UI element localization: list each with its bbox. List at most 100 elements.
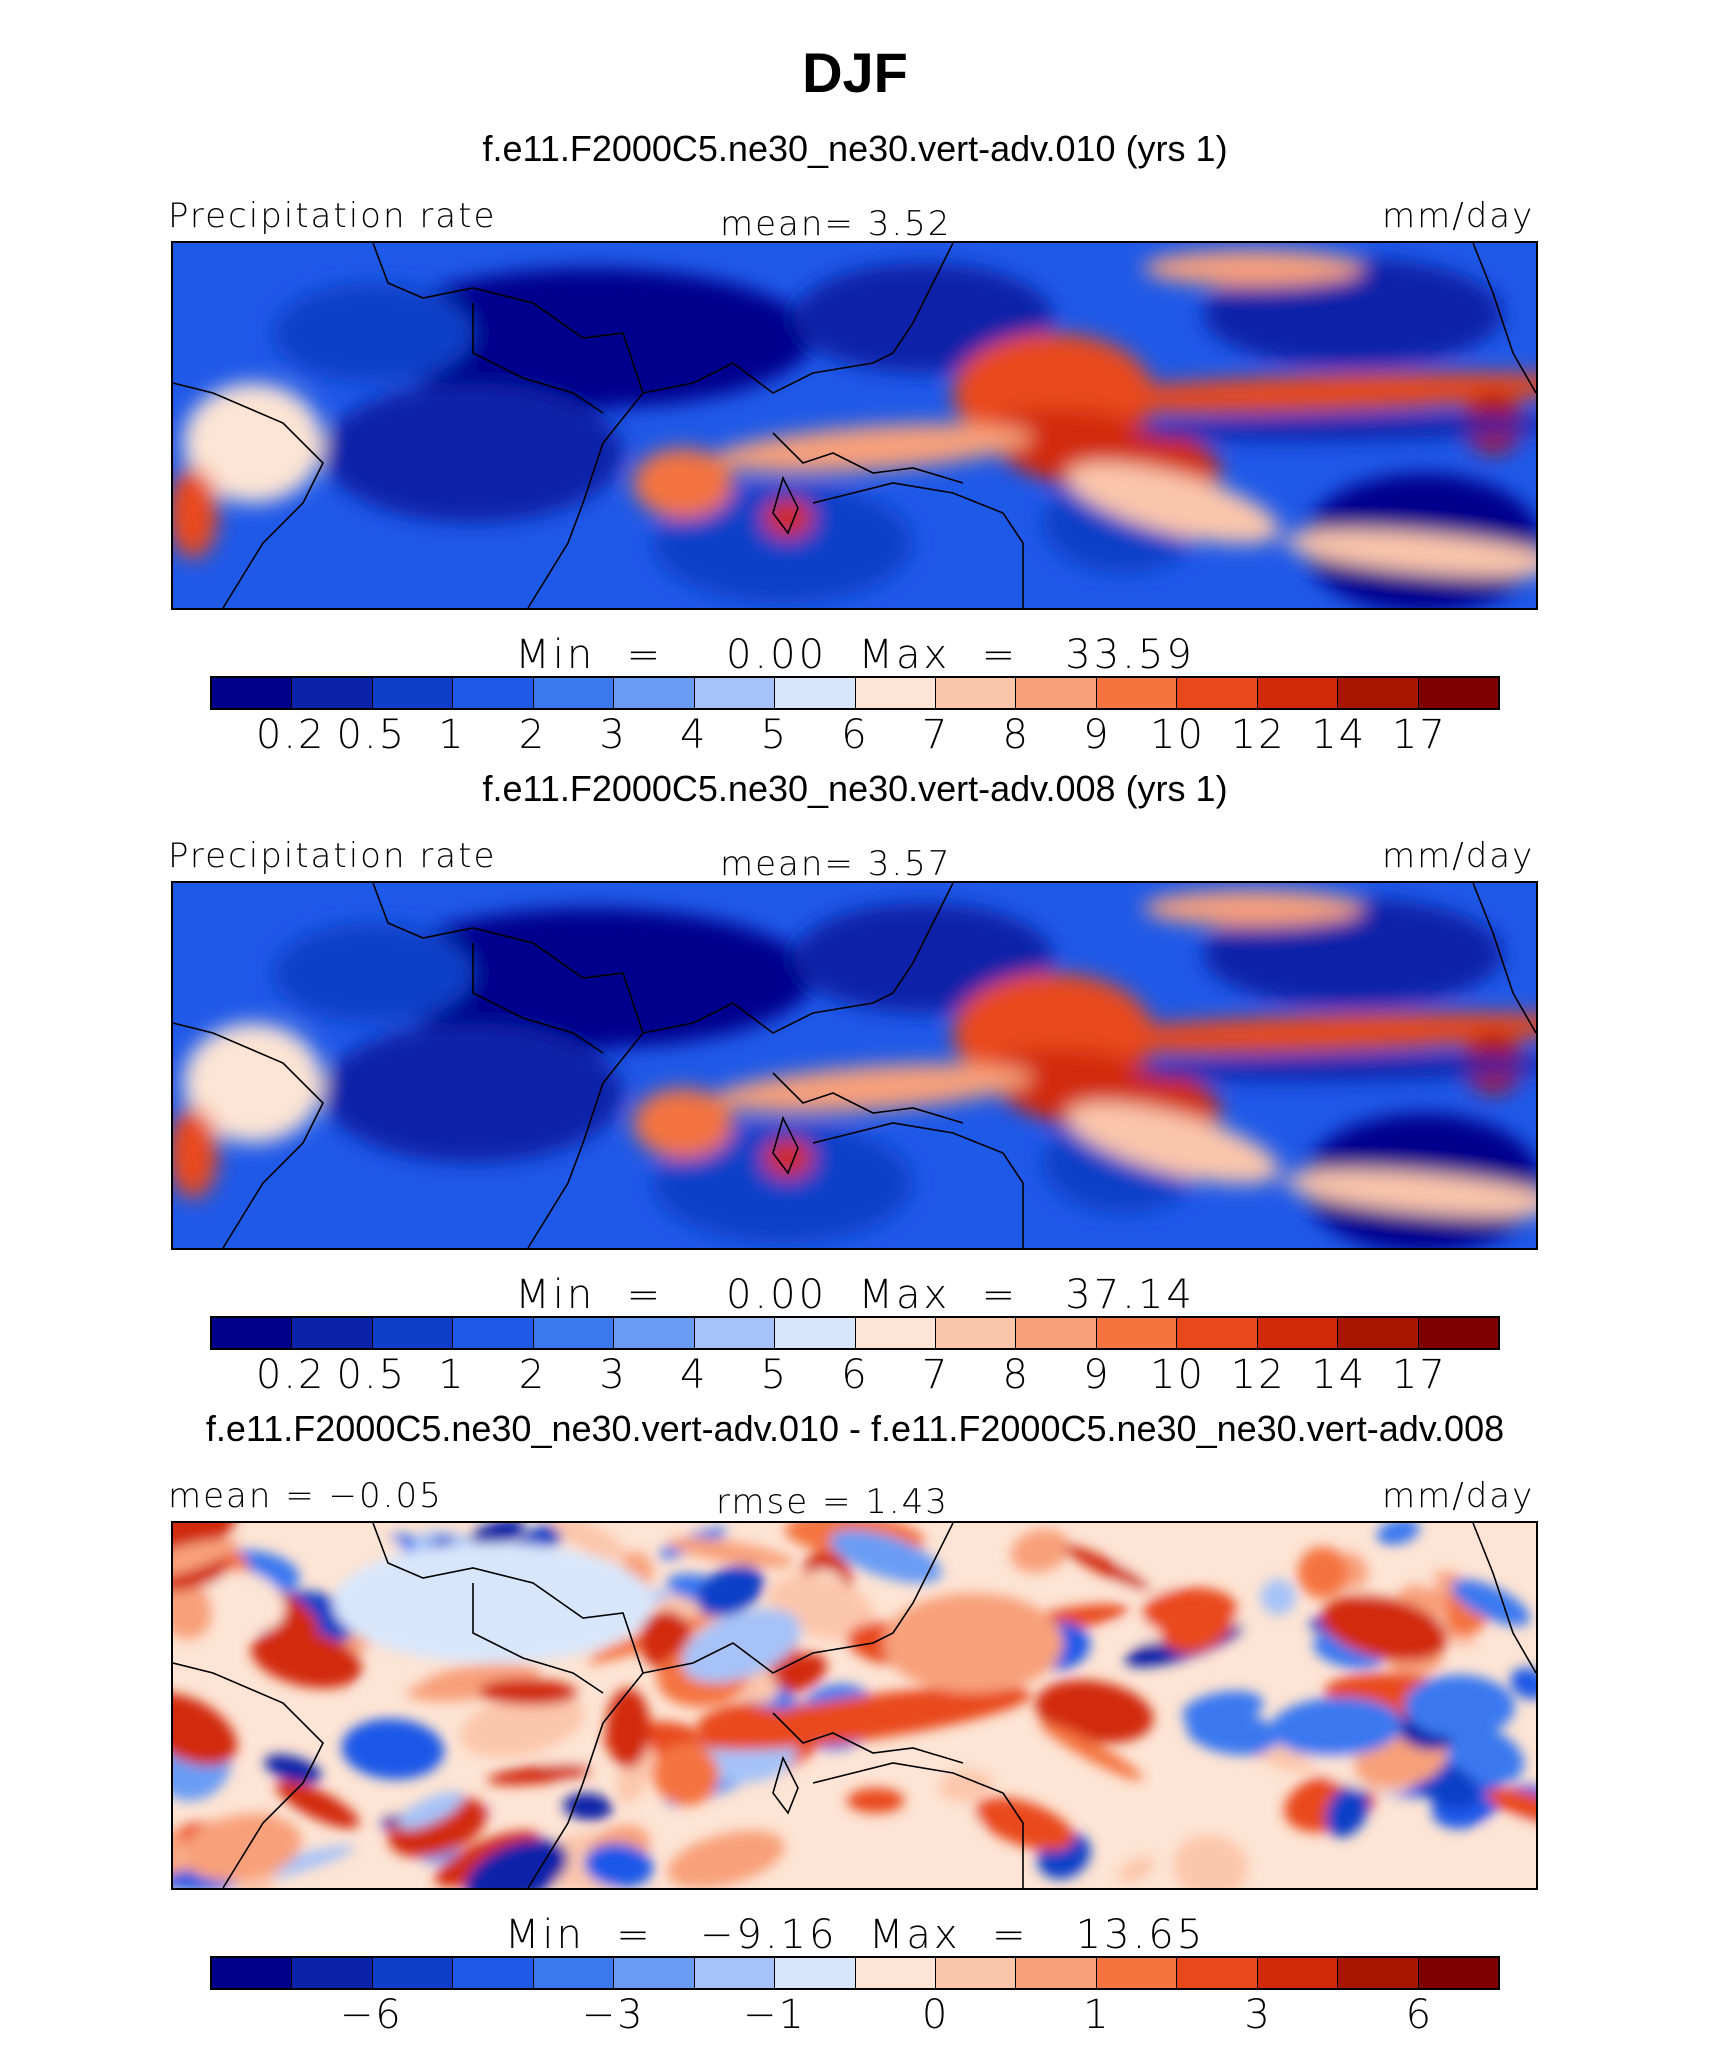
colorbar-swatch bbox=[453, 678, 534, 708]
colorbar-tick-label: 1 bbox=[438, 712, 466, 758]
colorbar-swatch bbox=[1338, 678, 1419, 708]
panel-1-variable-label: Precipitation rate bbox=[168, 196, 497, 236]
colorbar-swatch bbox=[372, 1318, 454, 1348]
colorbar-swatch bbox=[855, 1958, 936, 1988]
colorbar-swatch bbox=[1096, 1958, 1178, 1988]
colorbar-swatch bbox=[775, 1958, 856, 1988]
colorbar-tick-label: 5 bbox=[760, 1352, 789, 1398]
colorbar-swatch bbox=[694, 1318, 776, 1348]
colorbar-tick-label: 6 bbox=[841, 712, 869, 758]
panel-3-colorbar-ticks: −6 −3 −1 0 1 3 6 bbox=[210, 1992, 1500, 2042]
panel-3-mean-label: mean = −0.05 bbox=[168, 1476, 443, 1516]
coastline bbox=[772, 1712, 964, 1764]
colorbar-tick-label: 10 bbox=[1150, 712, 1205, 758]
colorbar-tick-label: 2 bbox=[518, 712, 547, 758]
panel-3-units-label: mm/day bbox=[1382, 1476, 1535, 1516]
colorbar-swatch bbox=[775, 678, 856, 708]
colorbar-swatch bbox=[453, 1958, 534, 1988]
colorbar-tick-label: 0.5 bbox=[336, 1352, 407, 1398]
colorbar-tick-label: −1 bbox=[742, 1992, 806, 2038]
colorbar-tick-label: −6 bbox=[339, 1992, 403, 2038]
panel-2-minmax: Min = 0.00 Max = 37.14 bbox=[515, 1272, 1195, 1318]
coastline bbox=[372, 1523, 644, 1888]
colorbar-swatch bbox=[1338, 1318, 1419, 1348]
colorbar-tick-label: 8 bbox=[1002, 1352, 1030, 1398]
panel-3-rmse-label: rmse = 1.43 bbox=[716, 1482, 949, 1522]
precipitation-field bbox=[173, 883, 1536, 1248]
panel-1-case-title: f.e11.F2000C5.ne30_ne30.vert-adv.010 (yr… bbox=[482, 128, 1228, 169]
panel-1-map bbox=[171, 241, 1538, 610]
panel-1-units-label: mm/day bbox=[1382, 196, 1535, 236]
colorbar-swatch bbox=[533, 1318, 615, 1348]
colorbar-tick-label: 0.2 bbox=[255, 712, 326, 758]
panel-1-colorbar bbox=[210, 676, 1500, 710]
panel-1-colorbar-ticks: 0.2 0.5 1 2 3 4 5 6 7 8 9 10 12 14 17 bbox=[210, 712, 1500, 762]
colorbar-swatch bbox=[694, 1958, 776, 1988]
colorbar-tick-label: 14 bbox=[1311, 712, 1367, 758]
colorbar-tick-label: 6 bbox=[841, 1352, 869, 1398]
colorbar-swatch bbox=[614, 1958, 695, 1988]
coastline bbox=[772, 1755, 799, 1815]
colorbar-tick-label: 1 bbox=[1083, 1992, 1111, 2038]
colorbar-swatch bbox=[1016, 1318, 1097, 1348]
colorbar-tick-label: 17 bbox=[1391, 712, 1447, 758]
panel-2-mean-label: mean= 3.57 bbox=[720, 844, 952, 884]
coastline bbox=[173, 1022, 324, 1248]
colorbar-swatch bbox=[292, 678, 373, 708]
colorbar-tick-label: 12 bbox=[1230, 1352, 1286, 1398]
colorbar-swatch bbox=[935, 1958, 1017, 1988]
coastline bbox=[812, 1762, 1024, 1888]
colorbar-tick-label: 8 bbox=[1002, 712, 1030, 758]
panel-3-map bbox=[171, 1521, 1538, 1890]
colorbar-tick-label: 5 bbox=[760, 712, 789, 758]
colorbar-swatch bbox=[855, 1318, 936, 1348]
panel-1-mean-label: mean= 3.52 bbox=[720, 204, 952, 244]
colorbar-swatch bbox=[372, 1958, 454, 1988]
coastline bbox=[1472, 883, 1536, 1034]
panel-2-map bbox=[171, 881, 1538, 1250]
colorbar-tick-label: 9 bbox=[1083, 1352, 1111, 1398]
colorbar-swatch bbox=[614, 1318, 695, 1348]
colorbar-tick-label: 0.5 bbox=[336, 712, 407, 758]
colorbar-tick-label: 12 bbox=[1230, 712, 1286, 758]
panel-3-case-title: f.e11.F2000C5.ne30_ne30.vert-adv.010 - f… bbox=[205, 1408, 1505, 1449]
colorbar-swatch bbox=[292, 1318, 373, 1348]
colorbar-tick-label: 2 bbox=[518, 1352, 547, 1398]
coastline bbox=[1472, 243, 1536, 394]
colorbar-swatch bbox=[935, 678, 1017, 708]
colorbar-swatch bbox=[1177, 1958, 1258, 1988]
colorbar-swatch bbox=[212, 1318, 293, 1348]
colorbar-tick-label: −3 bbox=[581, 1992, 645, 2038]
colorbar-tick-label: 0.2 bbox=[255, 1352, 326, 1398]
colorbar-swatch bbox=[1096, 1318, 1178, 1348]
colorbar-tick-label: 7 bbox=[921, 1352, 950, 1398]
colorbar-swatch bbox=[694, 678, 776, 708]
colorbar-swatch bbox=[1257, 678, 1339, 708]
coastline bbox=[173, 1662, 324, 1888]
precipitation-field bbox=[173, 243, 1536, 608]
colorbar-swatch bbox=[1016, 1958, 1097, 1988]
coastline bbox=[472, 1583, 604, 1694]
coastline bbox=[472, 943, 604, 1054]
coastline bbox=[173, 382, 324, 608]
coastline bbox=[1472, 1523, 1536, 1674]
colorbar-swatch bbox=[1418, 1318, 1498, 1348]
colorbar-swatch bbox=[1338, 1958, 1419, 1988]
colorbar-swatch bbox=[1096, 678, 1178, 708]
coastline bbox=[372, 243, 644, 608]
coastline bbox=[812, 1122, 1024, 1248]
colorbar-swatch bbox=[1418, 678, 1498, 708]
coastline bbox=[812, 482, 1024, 608]
colorbar-swatch bbox=[935, 1318, 1017, 1348]
panel-2-variable-label: Precipitation rate bbox=[168, 836, 497, 876]
coastline bbox=[642, 1523, 954, 1674]
coastline bbox=[772, 475, 799, 535]
colorbar-tick-label: 14 bbox=[1311, 1352, 1367, 1398]
colorbar-swatch bbox=[533, 678, 615, 708]
colorbar-tick-label: 1 bbox=[438, 1352, 466, 1398]
colorbar-tick-label: 6 bbox=[1405, 1992, 1434, 2038]
colorbar-swatch bbox=[855, 678, 936, 708]
coastline bbox=[642, 243, 954, 394]
colorbar-swatch bbox=[212, 1958, 293, 1988]
